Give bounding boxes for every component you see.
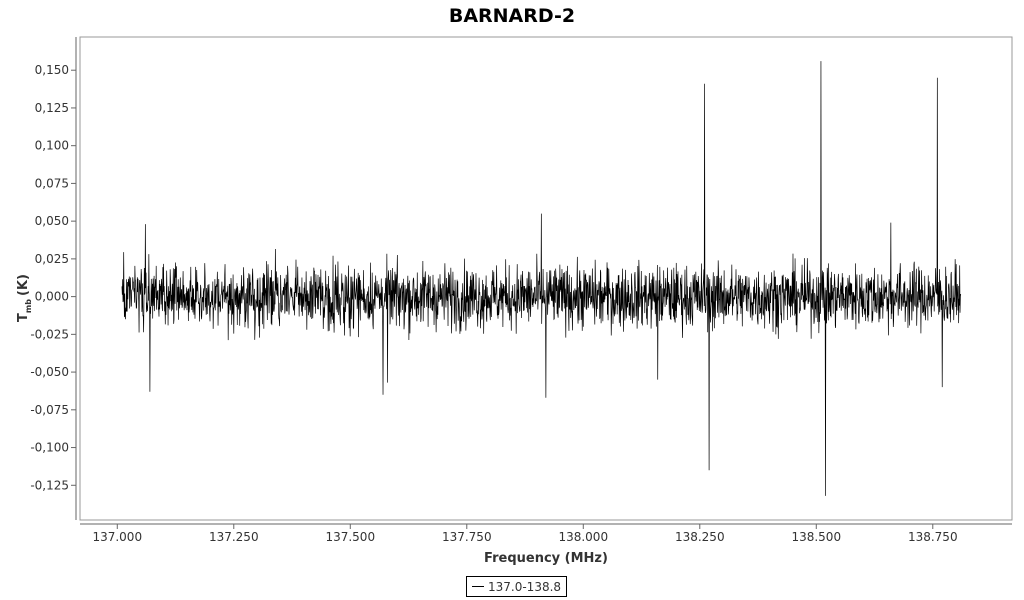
x-axis-label: Frequency (MHz)	[484, 551, 608, 566]
y-axis-label-main: T	[16, 313, 31, 322]
x-tick-label: 137.000	[92, 530, 142, 544]
y-axis-ticks: 0,150 0,125 0,100 0,075 0,050 0,025 0,000 -0,02…	[30, 63, 76, 492]
x-tick-label: 137.250	[209, 530, 259, 544]
x-tick-label: 138.750	[908, 530, 958, 544]
y-tick-label: -0,125	[30, 478, 69, 492]
series-line-137.0-138.8	[121, 61, 962, 496]
x-tick-label: 138.000	[558, 530, 608, 544]
x-tick-label: 138.500	[791, 530, 841, 544]
y-tick-label: -0,100	[30, 441, 69, 455]
y-tick-label: 0,000	[35, 290, 69, 304]
chart-title: BARNARD-2	[449, 5, 575, 27]
x-tick-label: 137.500	[325, 530, 375, 544]
y-axis-label: Tmb (K)	[16, 274, 33, 322]
y-tick-label: 0,125	[35, 101, 69, 115]
y-axis-label-sub: mb	[24, 299, 33, 313]
legend: 137.0-138.8	[466, 576, 568, 597]
y-tick-label: 0,100	[35, 139, 69, 153]
x-axis-ticks: 137.000 137.250 137.500 137.750 138.000 138.2…	[92, 524, 958, 544]
legend-entry: 137.0-138.8	[488, 579, 562, 594]
y-tick-label: -0,025	[30, 327, 69, 341]
y-tick-label: 0,150	[35, 63, 69, 77]
x-tick-label: 137.750	[442, 530, 492, 544]
y-tick-label: 0,075	[35, 176, 69, 190]
legend-swatch	[472, 586, 484, 587]
plot-frame	[79, 36, 1013, 521]
y-tick-label: 0,025	[35, 252, 69, 266]
x-tick-label: 138.250	[675, 530, 725, 544]
y-tick-label: -0,050	[30, 365, 69, 379]
y-tick-label: 0,050	[35, 214, 69, 228]
y-axis-label-unit: (K)	[16, 274, 31, 296]
y-tick-label: -0,075	[30, 403, 69, 417]
